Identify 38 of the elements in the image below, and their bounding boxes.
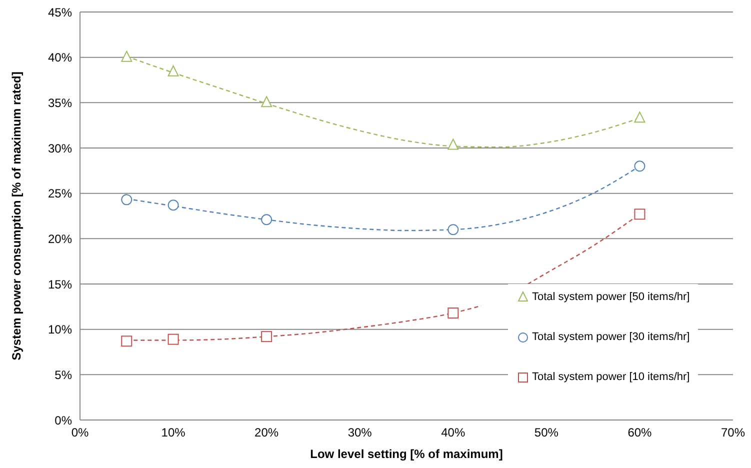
y-tick-label: 20% xyxy=(48,232,72,246)
y-tick-label: 25% xyxy=(48,186,72,201)
point xyxy=(261,331,272,342)
x-tick-label: 50% xyxy=(534,426,559,440)
point xyxy=(634,208,646,220)
point xyxy=(168,334,179,345)
x-tick-label: 70% xyxy=(720,426,746,440)
point xyxy=(168,65,179,76)
point xyxy=(261,214,272,226)
y-tick-label: 40% xyxy=(48,50,72,65)
point xyxy=(634,160,646,172)
y-tick-label: 45% xyxy=(48,5,72,20)
y-tick-label: 10% xyxy=(48,322,72,337)
x-tick-label: 60% xyxy=(628,426,652,440)
point xyxy=(448,224,459,236)
x-tick-label: 10% xyxy=(161,426,186,440)
point xyxy=(121,336,132,347)
legend-label: Total system power [50 items/hr] xyxy=(532,291,690,303)
point xyxy=(121,194,132,206)
y-tick-label: 35% xyxy=(48,96,72,110)
x-tick-label: 40% xyxy=(441,426,466,440)
point xyxy=(261,96,272,108)
point xyxy=(121,50,132,62)
x-tick-label: 20% xyxy=(254,426,279,440)
y-axis-title: System power consumption [% of maximum rated] xyxy=(9,72,24,360)
point xyxy=(448,308,459,319)
point xyxy=(168,200,179,211)
x-axis-title: Low level setting [% of maximum] xyxy=(310,447,503,461)
y-tick-label: 5% xyxy=(54,368,72,382)
y-tick-label: 30% xyxy=(48,141,72,156)
x-tick-label: 30% xyxy=(348,426,372,440)
legend-label: Total system power [10 items/hr] xyxy=(532,371,690,383)
x-tick-label: 0% xyxy=(71,426,89,440)
y-tick-label: 0% xyxy=(54,413,72,428)
legend-label: Total system power [30 items/hr] xyxy=(532,331,690,343)
y-tick-label: 15% xyxy=(48,277,72,292)
point xyxy=(448,138,459,150)
point xyxy=(634,112,646,123)
